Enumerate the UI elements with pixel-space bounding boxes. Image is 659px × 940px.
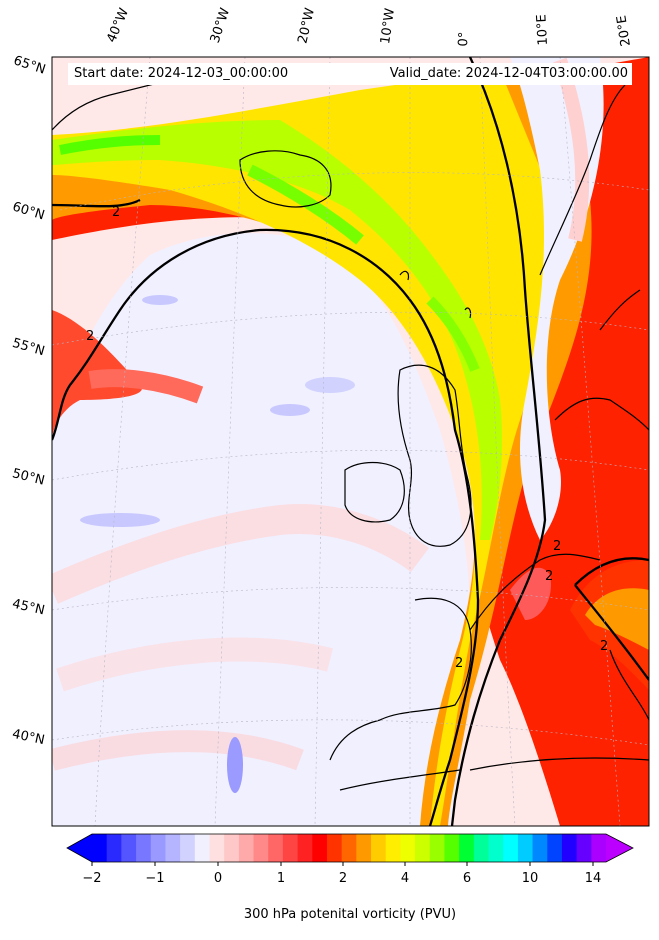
colorbar-segment <box>341 834 357 862</box>
contour-2pvu-med <box>574 557 649 586</box>
contour-2pvu-main <box>52 228 480 826</box>
colorbar-segment <box>429 834 445 862</box>
graticule <box>52 57 649 826</box>
cb-tick: 6 <box>462 871 472 886</box>
colorbar-segment <box>356 834 372 862</box>
colorbar-segment <box>194 834 210 862</box>
colorbar-segment <box>561 834 578 862</box>
colorbar-segment <box>282 834 299 862</box>
cb-tick: −2 <box>82 871 102 886</box>
colorbar-segment <box>415 834 431 862</box>
contour-label: 2 <box>553 539 561 554</box>
lon-label-0: 0° <box>456 31 472 47</box>
colorbar-label: 300 hPa potenital vorticity (PVU) <box>243 907 457 922</box>
contour-2pvu-east <box>450 57 547 826</box>
header-box: Start date: 2024-12-03_00:00:00 Valid_da… <box>68 63 632 85</box>
cb-tick: 2 <box>338 871 348 886</box>
jet-stream-core <box>52 120 502 540</box>
colorbar-segment <box>150 834 166 862</box>
colorbar-segment <box>503 834 519 862</box>
colorbar-segment <box>371 834 387 862</box>
colorbar-segment <box>297 834 313 862</box>
colorbar-segment <box>400 834 416 862</box>
colorbar-segment <box>473 834 490 862</box>
contour-label: 2 <box>86 329 94 344</box>
colorbar-extend-high <box>606 834 633 862</box>
colorbar-segment <box>444 834 460 862</box>
colorbar-segment <box>209 834 225 862</box>
colorbar-segment <box>180 834 196 862</box>
colorbar-segment <box>238 834 255 862</box>
colorbar <box>66 833 634 866</box>
coastlines <box>52 79 649 791</box>
contour-2pvu-north <box>52 198 141 208</box>
colorbar-segment <box>591 834 607 862</box>
colorbar-segment <box>106 834 122 862</box>
colorbar-segment <box>92 834 108 862</box>
colorbar-segment <box>326 834 343 862</box>
colorbar-segment <box>488 834 504 862</box>
contour-label: 2 <box>600 639 608 654</box>
start-date: Start date: 2024-12-03_00:00:00 <box>74 66 289 81</box>
colorbar-segment <box>121 834 137 862</box>
colorbar-segment <box>532 834 548 862</box>
cb-tick: 4 <box>400 871 410 886</box>
pv-field: 2 2 2 2 2 2 <box>52 57 649 826</box>
colorbar-segment <box>136 834 152 862</box>
colorbar-segment <box>385 834 401 862</box>
contour-label: 2 <box>112 205 120 220</box>
colorbar-segment <box>576 834 592 862</box>
contour-label: 2 <box>455 656 463 671</box>
colorbar-segment <box>312 834 328 862</box>
cb-tick: 10 <box>521 871 539 886</box>
cb-tick: 14 <box>584 871 602 886</box>
valid-date: Valid_date: 2024-12-04T03:00:00.00 <box>389 66 628 81</box>
colorbar-segment <box>165 834 181 862</box>
colorbar-segment <box>517 834 534 862</box>
colorbar-segment <box>268 834 284 862</box>
lon-label-10e: 10°E <box>534 13 551 46</box>
contour-label: 2 <box>545 569 553 584</box>
colorbar-segment <box>459 834 475 862</box>
cb-tick: −1 <box>145 871 165 886</box>
cb-tick: 1 <box>276 871 286 886</box>
cb-tick: 0 <box>213 871 223 886</box>
colorbar-segment <box>224 834 240 862</box>
colorbar-extend-low <box>67 834 92 862</box>
colorbar-segment <box>547 834 563 862</box>
colorbar-segment <box>253 834 269 862</box>
